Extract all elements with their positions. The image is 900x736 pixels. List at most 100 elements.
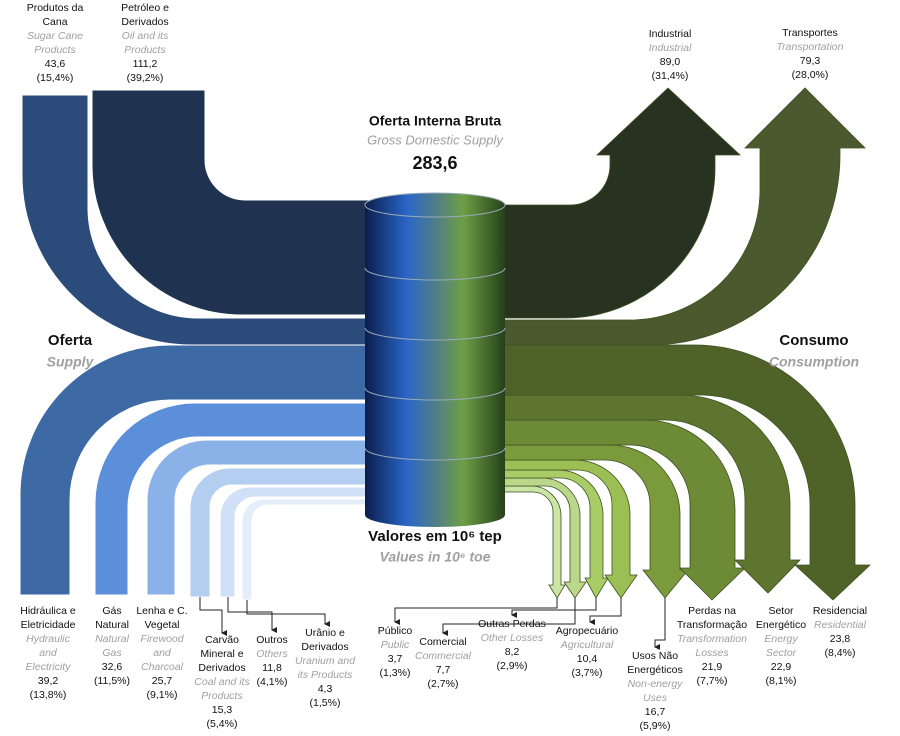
connector bbox=[199, 597, 227, 636]
center-title-en: Gross Domestic Supply bbox=[367, 132, 504, 147]
label-share: (9,1%) bbox=[147, 689, 178, 701]
cylinder-bottom bbox=[365, 503, 505, 527]
consumption-band bbox=[499, 459, 638, 599]
label-name: Derivados bbox=[121, 16, 168, 28]
label-name: Setor bbox=[768, 605, 794, 617]
label-name-en: Sector bbox=[766, 647, 797, 659]
consumption-heading-en: Consumption bbox=[769, 354, 859, 370]
connector bbox=[227, 597, 277, 633]
label-name: Cana bbox=[42, 16, 67, 28]
label-name: Outras Perdas bbox=[478, 618, 546, 630]
label-name-en: Sugar Cane bbox=[27, 30, 83, 42]
units-en: Values in 10⁶ toe bbox=[380, 549, 491, 565]
label-share: (13,8%) bbox=[30, 689, 67, 701]
label-name: Produtos da bbox=[27, 2, 84, 14]
connectors bbox=[199, 597, 666, 650]
label-name-en: Charcoal bbox=[141, 661, 184, 673]
label-name-en: and bbox=[153, 647, 172, 659]
label-value: 11,8 bbox=[262, 662, 282, 674]
label-value: 22,9 bbox=[771, 661, 792, 673]
label-value: 10,4 bbox=[577, 653, 598, 665]
label-name-en: Commercial bbox=[415, 650, 472, 662]
label-name-en: Transportation bbox=[777, 41, 844, 53]
units: Valores em 10⁶ tep bbox=[368, 528, 502, 545]
label-name: Usos Não bbox=[632, 650, 678, 662]
consumption-band bbox=[499, 87, 866, 346]
label-name: Energéticos bbox=[627, 664, 682, 676]
label-name: Industrial bbox=[649, 28, 692, 40]
label-share: (4,1%) bbox=[257, 676, 288, 688]
label-value: 16,7 bbox=[645, 706, 666, 718]
label-share: (28,0%) bbox=[792, 69, 829, 81]
connector bbox=[442, 598, 576, 636]
label-name: Natural bbox=[95, 619, 129, 631]
label-name: Urânio e bbox=[305, 627, 345, 639]
label-share: (1,5%) bbox=[310, 697, 341, 709]
label-value: 79,3 bbox=[800, 55, 821, 67]
label-name: Outros bbox=[256, 634, 288, 646]
supply-band bbox=[146, 439, 371, 596]
consumption-band bbox=[499, 344, 872, 601]
label-name-en: Non-energy bbox=[628, 678, 684, 690]
label-value: 111,2 bbox=[133, 58, 158, 70]
supply-band bbox=[19, 344, 371, 596]
connector bbox=[589, 598, 622, 625]
label-share: (8,4%) bbox=[825, 647, 856, 659]
label-name: Hidráulica e bbox=[20, 605, 76, 617]
label-name-en: Public bbox=[381, 639, 410, 651]
label-name: Perdas na bbox=[688, 605, 736, 617]
label-name: Carvão bbox=[205, 634, 239, 646]
label-name-en: Gas bbox=[102, 647, 122, 659]
cylinder-rings bbox=[364, 267, 506, 461]
label-name: Energético bbox=[756, 619, 806, 631]
label-share: (39,2%) bbox=[127, 72, 164, 84]
consumption-band bbox=[499, 485, 566, 599]
label-name-en: Transformation bbox=[677, 633, 747, 645]
label-share: (11,5%) bbox=[94, 675, 130, 687]
label-name: Petróleo e bbox=[121, 2, 169, 14]
label-share: (1,3%) bbox=[380, 667, 411, 679]
label-value: 21,9 bbox=[702, 661, 723, 673]
label-name: Vegetal bbox=[144, 619, 179, 631]
connector bbox=[511, 598, 597, 618]
supply-band bbox=[241, 498, 371, 601]
center-title: Oferta Interna Bruta bbox=[369, 113, 501, 129]
label-name-en: its Products bbox=[298, 669, 354, 681]
label-value: 25,7 bbox=[152, 675, 173, 687]
label-name-en: Residential bbox=[814, 619, 867, 631]
label-name-en: Losses bbox=[695, 647, 729, 659]
connector bbox=[394, 598, 558, 625]
cylinder-top bbox=[364, 192, 506, 218]
label-value: 15,3 bbox=[212, 704, 233, 716]
label-name-en: Oil and its bbox=[122, 30, 169, 42]
label-share: (5,9%) bbox=[640, 720, 671, 732]
label-name: Derivados bbox=[301, 641, 348, 653]
label-name-en: Energy bbox=[764, 633, 798, 645]
label-share: (31,4%) bbox=[652, 70, 689, 82]
label-name: Lenha e C. bbox=[136, 605, 187, 617]
supply-heading: Oferta bbox=[48, 332, 93, 349]
label-name: Transportes bbox=[782, 27, 838, 39]
label-name-en: Firewood bbox=[140, 633, 184, 645]
connector bbox=[654, 598, 666, 650]
label-name-en: Products bbox=[201, 690, 243, 702]
label-name-en: Other Losses bbox=[481, 632, 544, 644]
center-value: 283,6 bbox=[412, 153, 457, 173]
label-value: 89,0 bbox=[660, 56, 681, 68]
label-name: Residencial bbox=[813, 605, 867, 617]
cylinder bbox=[364, 192, 506, 527]
label-name: Gás bbox=[102, 605, 121, 617]
supply-band bbox=[189, 467, 371, 598]
label-name-en: Uses bbox=[643, 692, 668, 704]
label-value: 43,6 bbox=[45, 58, 66, 70]
label-value: 23,8 bbox=[830, 633, 851, 645]
supply-band bbox=[91, 89, 371, 316]
cylinder-body bbox=[365, 205, 505, 515]
label-name-en: Natural bbox=[95, 633, 130, 645]
label-name-en: Industrial bbox=[649, 42, 692, 54]
label-name: Agropecuário bbox=[556, 625, 619, 637]
label-share: (15,4%) bbox=[37, 72, 74, 84]
label-name-en: Others bbox=[256, 648, 288, 660]
